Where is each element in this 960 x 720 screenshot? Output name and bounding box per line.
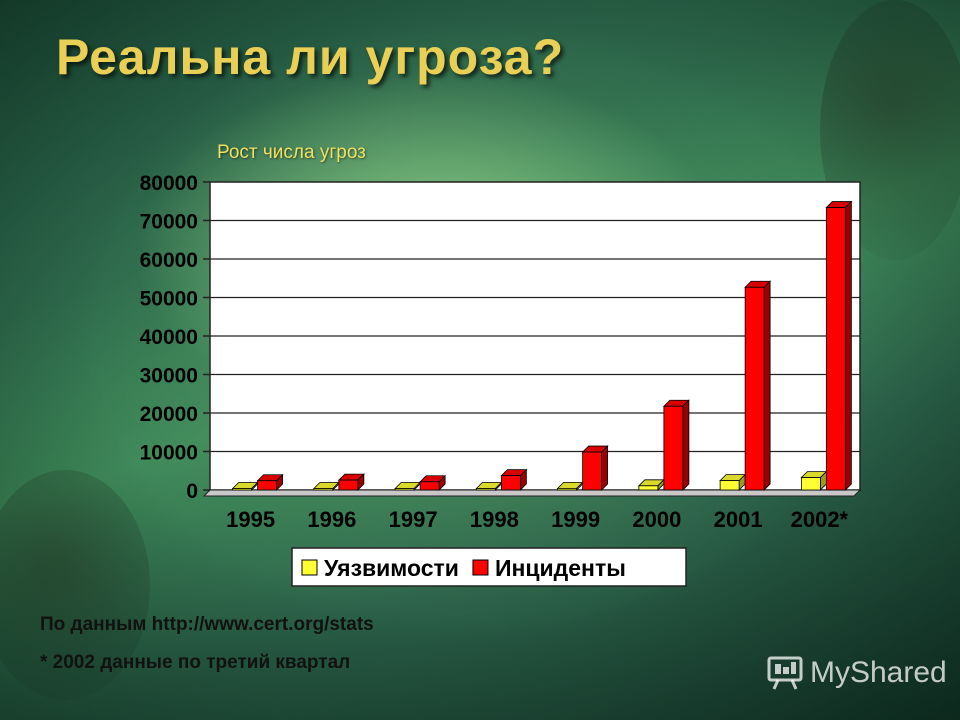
- y-tick-label: 60000: [140, 249, 198, 272]
- bar-vulnerabilities-1999-front: [557, 487, 578, 491]
- source-note: По данным http://www.cert.org/stats: [40, 614, 374, 635]
- bar-incidents-2000: [662, 399, 690, 491]
- x-tick-label: 1996: [307, 507, 356, 532]
- bar-vulnerabilities-2001: [719, 473, 747, 491]
- bar-incidents-2001-front: [744, 286, 765, 491]
- plot-floor: [202, 489, 862, 497]
- bar-vulnerabilities-2001-front: [719, 480, 740, 491]
- x-tick-label: 1997: [389, 507, 438, 532]
- legend-swatch-vulnerabilities: [301, 559, 318, 576]
- page-title: Реальна ли угроза?: [56, 29, 565, 85]
- bar-incidents-1995-front: [257, 480, 278, 491]
- x-tick-label: 1995: [226, 507, 275, 532]
- y-tick-label: 30000: [140, 365, 198, 388]
- bar-incidents-2001: [744, 280, 772, 491]
- presentation-board-icon: [767, 656, 803, 690]
- y-tick-label: 80000: [140, 172, 198, 195]
- bar-incidents-2002: [825, 200, 853, 491]
- legend-swatch-incidents: [472, 559, 489, 576]
- legend-label-vulnerabilities: Уязвимости: [324, 555, 459, 581]
- bar-incidents-1998: [500, 468, 528, 491]
- legend-label-incidents: Инциденты: [495, 555, 626, 581]
- x-tick-label: 2001: [714, 507, 763, 532]
- bar-incidents-2002-front: [825, 207, 846, 491]
- bar-vulnerabilities-2002: [800, 470, 828, 491]
- bar-incidents-1998-front: [500, 475, 521, 491]
- y-tick-label: 40000: [140, 326, 198, 349]
- bar-incidents-1996-front: [338, 479, 359, 491]
- bar-vulnerabilities-1996: [312, 481, 340, 491]
- bar-incidents-1999-side: [601, 445, 609, 491]
- footnote: * 2002 данные по третий квартал: [40, 652, 351, 673]
- y-tick-label: 20000: [140, 403, 198, 426]
- bar-incidents-1995: [256, 473, 284, 491]
- y-tick-label: 50000: [140, 288, 198, 311]
- watermark: MyShared: [766, 654, 947, 692]
- bar-vulnerabilities-1997-front: [394, 488, 415, 491]
- background-person-left-decoration: [0, 470, 150, 700]
- y-tick-label: 10000: [140, 442, 198, 465]
- watermark-label: MyShared: [810, 656, 947, 689]
- legend-box: [291, 547, 687, 587]
- bar-incidents-1999: [581, 445, 609, 491]
- bar-vulnerabilities-1998-front: [475, 488, 496, 491]
- bar-incidents-2001-side: [763, 280, 771, 491]
- bar-vulnerabilities-2000-front: [638, 485, 659, 491]
- x-tick-label: 2000: [632, 507, 681, 532]
- x-tick-label: 1999: [551, 507, 600, 532]
- bar-vulnerabilities-1996-front: [313, 488, 334, 491]
- y-tick-label: 0: [186, 480, 198, 503]
- bar-incidents-1996: [337, 473, 365, 491]
- bar-incidents-2000-front: [663, 405, 684, 491]
- x-tick-label: 2002*: [791, 507, 849, 532]
- bar-incidents-2000-side: [682, 399, 690, 491]
- x-tick-label: 1998: [470, 507, 519, 532]
- bar-vulnerabilities-2002-front: [800, 477, 821, 491]
- y-tick-label: 70000: [140, 211, 198, 234]
- bar-incidents-2002-side: [844, 200, 852, 491]
- bar-vulnerabilities-1995: [231, 481, 259, 491]
- bar-vulnerabilities-1999: [556, 481, 584, 491]
- chart-title: Рост числа угроз: [217, 142, 366, 163]
- bar-incidents-1997-front: [419, 481, 440, 491]
- bar-incidents-1999-front: [582, 451, 603, 491]
- bar-incidents-1997: [419, 474, 447, 491]
- bar-vulnerabilities-1995-front: [232, 488, 253, 491]
